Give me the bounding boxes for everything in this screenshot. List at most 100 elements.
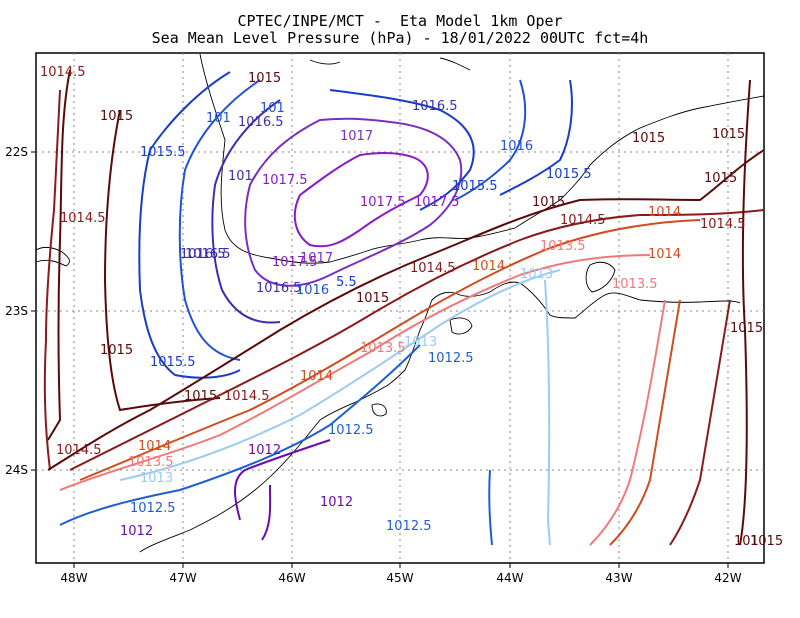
isobar-1013.5-east <box>589 299 666 546</box>
isobar-1012-south <box>261 484 272 541</box>
contour-label: 1017 <box>300 251 333 266</box>
axis-ticks <box>31 151 729 568</box>
contour-label: 1017.5 <box>262 173 308 188</box>
isobar-1012.5-belt <box>59 344 421 526</box>
isobar-1015.5-ne <box>329 89 475 211</box>
island-2 <box>449 317 473 335</box>
lat-label: 22S <box>5 145 28 159</box>
isobar-1015.5 <box>138 71 241 379</box>
contour-label: 1015.5 <box>546 167 592 182</box>
contour-label: 1014.5 <box>56 443 102 458</box>
contour-label: 1015.5 <box>150 355 196 370</box>
contour-label: 101 <box>734 534 759 549</box>
contour-label: 1016 <box>500 139 533 154</box>
contour-label: 1015 <box>356 291 389 306</box>
contour-label: 1016.5 <box>412 99 458 114</box>
contour-label: 5.5 <box>336 275 357 290</box>
isobar-1016 <box>178 79 261 361</box>
contour-label: 101 <box>206 111 231 126</box>
isobar-1015.5-ne2 <box>499 79 573 196</box>
coast-mainland <box>199 53 765 264</box>
coastline <box>35 53 765 553</box>
contour-label: 1017.5 <box>272 255 318 270</box>
lon-label: 46W <box>278 571 305 585</box>
contour-label: 1015 <box>712 127 745 142</box>
contour-label: 1017 <box>340 129 373 144</box>
isobar-1017 <box>244 117 463 287</box>
lon-label: 47W <box>169 571 196 585</box>
contour-label: 1015 <box>750 534 783 549</box>
contour-label: 1016.5 <box>185 247 231 262</box>
isobar-1016.5 <box>211 99 281 324</box>
contour-label: 1014.5 <box>700 217 746 232</box>
lon-label: 43W <box>605 571 632 585</box>
contour-label: 101 <box>228 169 253 184</box>
contour-label: 1012.5 <box>428 351 474 366</box>
isobar-1017.5 <box>293 152 429 248</box>
contour-label: 1012.5 <box>328 423 374 438</box>
coast-north-2 <box>309 59 341 65</box>
isobar-1012.5-south <box>488 469 493 546</box>
latitude-labels: 22S 23S 24S <box>5 145 28 477</box>
contour-label: 1014.5 <box>410 261 456 276</box>
chart-title-line-2: Sea Mean Level Pressure (hPa) - 18/01/20… <box>151 29 649 47</box>
contour-label: 1015.5 <box>140 145 186 160</box>
contour-label: 1012.5 <box>130 501 176 516</box>
contour-label: 1014 <box>648 247 681 262</box>
lat-label: 24S <box>5 463 28 477</box>
isobar-1015-belt <box>47 149 765 471</box>
contour-label: 1014 <box>300 369 333 384</box>
contour-label: 1014 <box>138 439 171 454</box>
contour-label: 1015 <box>184 389 217 404</box>
contour-label: 1014.5 <box>60 211 106 226</box>
island-3 <box>371 403 387 417</box>
isobar-1014-east <box>609 299 681 546</box>
contour-label: 1015 <box>704 171 737 186</box>
contour-label: 1015 <box>730 321 763 336</box>
isobar-1015-inner <box>103 109 221 412</box>
contour-label: 1012.5 <box>386 519 432 534</box>
contour-label: 1016.5 <box>238 115 284 130</box>
longitude-labels: 48W 47W 46W 45W 44W 43W 42W <box>60 571 741 585</box>
isobar-1013-belt <box>119 269 561 481</box>
contour-label: 1014 <box>648 205 681 220</box>
contour-label: 1013.5 <box>612 277 658 292</box>
lon-label: 45W <box>386 571 413 585</box>
contour-label: 1014.5 <box>560 213 606 228</box>
contour-label: 1016 <box>296 283 329 298</box>
isobar-1013-east <box>544 279 551 546</box>
contour-label: 1013 <box>520 267 553 282</box>
isobar-1014-belt <box>79 219 701 481</box>
isobar-1014.5-belt <box>69 209 765 471</box>
contour-label: 1013.5 <box>360 341 406 356</box>
contour-label: 1014.5 <box>40 65 86 80</box>
contour-label: 1016.5 <box>256 281 302 296</box>
lon-label: 42W <box>714 571 741 585</box>
isobar-1015-west <box>47 69 71 441</box>
contour-label: 1015 <box>100 109 133 124</box>
contour-label: 1012 <box>320 495 353 510</box>
contour-label: 1013 <box>140 471 173 486</box>
contour-label: 1015 <box>100 343 133 358</box>
isobar-1014.5-west <box>43 89 61 471</box>
coast-south <box>319 281 741 421</box>
isobar-1014.5-east <box>669 299 731 546</box>
contour-label: 1014 <box>472 259 505 274</box>
contour-label: 1015 <box>248 71 281 86</box>
contour-label: 1012 <box>120 524 153 539</box>
contour-label: 1013.5 <box>540 239 586 254</box>
contour-label: 1015.5 <box>452 179 498 194</box>
contour-label: 1013 <box>404 335 437 350</box>
contour-label: 101 <box>260 101 285 116</box>
coast-north-1 <box>439 57 471 71</box>
contour-label: 1013.5 <box>128 455 174 470</box>
isobar-1013.5-belt <box>59 254 651 491</box>
lat-label: 23S <box>5 304 28 318</box>
isobar-1016-ne <box>454 79 527 201</box>
contour-label: 1016.5 <box>180 247 226 262</box>
contour-label: 1017.5 <box>360 195 406 210</box>
lon-label: 48W <box>60 571 87 585</box>
contour-label: 1017.5 <box>414 195 460 210</box>
